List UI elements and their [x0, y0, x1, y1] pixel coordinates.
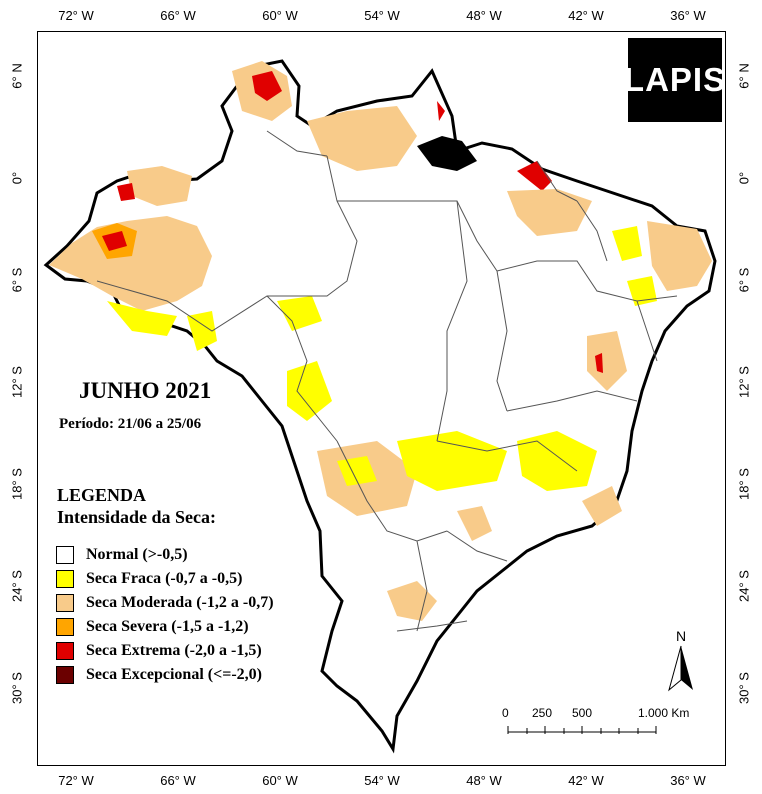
- lon-tick-top: 72° W: [58, 8, 94, 23]
- legend-heading: LEGENDA: [57, 485, 147, 505]
- lon-tick-bottom: 66° W: [160, 773, 196, 788]
- lon-tick-top: 48° W: [466, 8, 502, 23]
- lat-tick-right: 12° S: [736, 366, 752, 398]
- legend-swatch: [56, 666, 74, 684]
- brazil-drought-map: [43, 59, 717, 754]
- legend-label: Seca Severa (-1,5 a -1,2): [86, 618, 249, 635]
- legend-item: Seca Excepcional (<=-2,0): [56, 663, 274, 687]
- legend-label: Seca Excepcional (<=-2,0): [86, 666, 262, 683]
- lon-tick-bottom: 36° W: [670, 773, 706, 788]
- lat-tick-left: 24° S: [9, 570, 25, 602]
- legend-item: Seca Extrema (-2,0 a -1,5): [56, 639, 274, 663]
- legend-item: Seca Fraca (-0,7 a -0,5): [56, 567, 274, 591]
- legend-heading-block: LEGENDA Intensidade da Seca:: [57, 484, 216, 528]
- lon-tick-top: 36° W: [670, 8, 706, 23]
- scale-bar: 0 250 500 1.000 Km: [500, 706, 689, 739]
- map-period: Período: 21/06 a 25/06: [59, 416, 202, 432]
- lat-tick-left: 12° S: [9, 366, 25, 398]
- legend-swatch: [56, 642, 74, 660]
- lat-tick-left: 0°: [9, 171, 25, 185]
- lat-tick-left: 30° S: [9, 672, 25, 704]
- north-label: N: [675, 628, 687, 644]
- state-borders: [96, 130, 678, 632]
- legend-item: Seca Moderada (-1,2 a -0,7): [56, 591, 274, 615]
- lon-tick-bottom: 42° W: [568, 773, 604, 788]
- lat-tick-right: 30° S: [736, 672, 752, 704]
- lon-tick-bottom: 54° W: [364, 773, 400, 788]
- lon-tick-top: 66° W: [160, 8, 196, 23]
- legend-swatch: [56, 546, 74, 564]
- lon-tick-top: 42° W: [568, 8, 604, 23]
- legend-label: Seca Fraca (-0,7 a -0,5): [86, 570, 243, 587]
- legend-label: Seca Extrema (-2,0 a -1,5): [86, 642, 262, 659]
- lat-tick-right: 18° S: [736, 468, 752, 500]
- amazon-estuary: [417, 136, 477, 171]
- map-title: JUNHO 2021: [79, 378, 212, 403]
- lon-tick-top: 60° W: [262, 8, 298, 23]
- legend-item: Seca Severa (-1,5 a -1,2): [56, 615, 274, 639]
- lat-tick-right: 6° N: [736, 63, 752, 89]
- lat-tick-right: 0°: [736, 171, 752, 185]
- lat-tick-right: 6° S: [736, 267, 752, 293]
- scale-label: 0: [502, 706, 509, 720]
- scale-label: 500: [572, 706, 593, 720]
- lon-tick-bottom: 72° W: [58, 773, 94, 788]
- legend-swatch: [56, 594, 74, 612]
- legend-subheading: Intensidade da Seca:: [57, 507, 217, 527]
- lat-tick-left: 6° S: [9, 267, 25, 293]
- legend-swatch: [56, 570, 74, 588]
- scale-bar-graphic: [507, 726, 657, 734]
- scale-label: 250: [532, 706, 553, 720]
- scale-label: 1.000 Km: [638, 706, 690, 720]
- lon-tick-bottom: 60° W: [262, 773, 298, 788]
- lat-tick-right: 24° S: [736, 570, 752, 602]
- drought-patches: [49, 61, 712, 621]
- lon-tick-bottom: 48° W: [466, 773, 502, 788]
- lat-tick-left: 6° N: [9, 63, 25, 89]
- legend-swatch: [56, 618, 74, 636]
- legend-item: Normal (>-0,5): [56, 543, 274, 567]
- lat-tick-left: 18° S: [9, 468, 25, 500]
- legend-label: Seca Moderada (-1,2 a -0,7): [86, 594, 274, 611]
- legend-label: Normal (>-0,5): [86, 546, 188, 563]
- lon-tick-top: 54° W: [364, 8, 400, 23]
- north-arrow-icon: [668, 645, 693, 692]
- legend: Normal (>-0,5) Seca Fraca (-0,7 a -0,5) …: [56, 543, 274, 687]
- lapis-logo: LAPIS: [624, 38, 725, 122]
- north-arrow: N: [666, 628, 696, 697]
